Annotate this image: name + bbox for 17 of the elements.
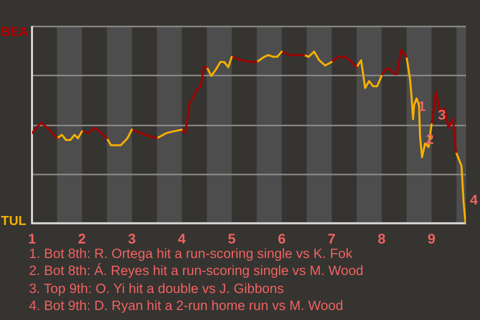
x-tick-label: 1 [28, 230, 36, 246]
x-tick-label: 9 [428, 230, 436, 246]
annotation: 4 [470, 192, 478, 208]
x-tick-label: 6 [278, 230, 286, 246]
text: TUL [1, 213, 26, 229]
text: 4. Bot 9th: D. Ryan hit a 2-run home run vs M. Wood [29, 297, 344, 315]
x-tick-label: 7 [328, 230, 336, 246]
x-tick-label: 8 [378, 230, 386, 246]
x-tick-label: 2 [78, 230, 86, 246]
x-tick-label: 3 [128, 230, 136, 246]
text: 1. Bot 8th: R. Ortega hit a run-scoring single vs K. Fok [29, 245, 354, 262]
text: BEA [1, 24, 28, 40]
text: 3. Top 9th: O. Yi hit a double vs J. Gibbons [29, 280, 285, 298]
text: 2. Bot 8th: Á. Reyes hit a run-scoring single vs M. Wood [29, 262, 364, 280]
x-tick-label: 4 [178, 230, 186, 246]
x-tick-label: 5 [228, 230, 236, 246]
annotation: 3 [438, 106, 446, 123]
